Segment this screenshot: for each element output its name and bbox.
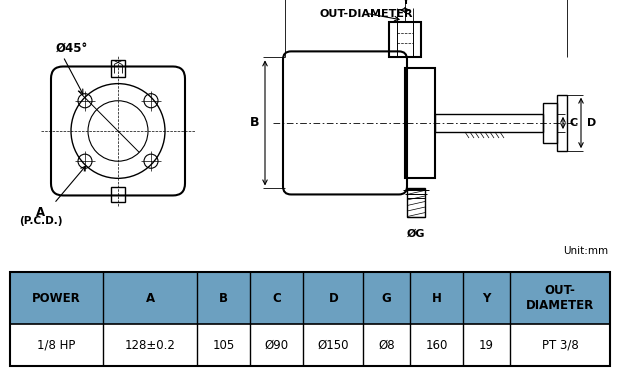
Bar xyxy=(10,272,610,324)
Bar xyxy=(10,272,610,366)
Text: OUT-
DIAMETER: OUT- DIAMETER xyxy=(526,284,594,312)
Text: 19: 19 xyxy=(479,338,494,352)
Text: B: B xyxy=(219,292,228,305)
Text: Y: Y xyxy=(482,292,491,305)
Bar xyxy=(111,61,125,77)
Text: ØG: ØG xyxy=(407,229,425,239)
Text: H: H xyxy=(432,292,441,305)
Bar xyxy=(435,114,543,132)
Text: A: A xyxy=(146,292,154,305)
Text: D: D xyxy=(587,118,596,128)
Bar xyxy=(557,95,567,151)
Bar xyxy=(543,103,557,143)
Text: Y: Y xyxy=(401,0,409,6)
Text: C: C xyxy=(272,292,281,305)
Text: OUT-DIAMETER: OUT-DIAMETER xyxy=(320,9,414,19)
Text: G: G xyxy=(382,292,392,305)
Bar xyxy=(10,324,610,366)
Text: POWER: POWER xyxy=(32,292,81,305)
Text: 105: 105 xyxy=(212,338,234,352)
Text: 128±0.2: 128±0.2 xyxy=(125,338,175,352)
Text: D: D xyxy=(329,292,338,305)
Text: 160: 160 xyxy=(425,338,448,352)
Text: C: C xyxy=(569,118,577,128)
Text: Ø90: Ø90 xyxy=(265,338,289,352)
Text: Ø8: Ø8 xyxy=(378,338,395,352)
Text: (P.C.D.): (P.C.D.) xyxy=(19,215,63,226)
Text: 1/8 HP: 1/8 HP xyxy=(37,338,76,352)
Text: B: B xyxy=(249,116,259,129)
Bar xyxy=(389,22,421,58)
Text: A: A xyxy=(37,206,45,218)
Text: Ø45°: Ø45° xyxy=(56,42,88,55)
Bar xyxy=(111,187,125,202)
Text: Unit:mm: Unit:mm xyxy=(563,246,608,256)
Text: PT 3/8: PT 3/8 xyxy=(542,338,578,352)
Text: Ø150: Ø150 xyxy=(317,338,349,352)
Bar xyxy=(405,67,435,178)
Bar xyxy=(407,188,425,217)
